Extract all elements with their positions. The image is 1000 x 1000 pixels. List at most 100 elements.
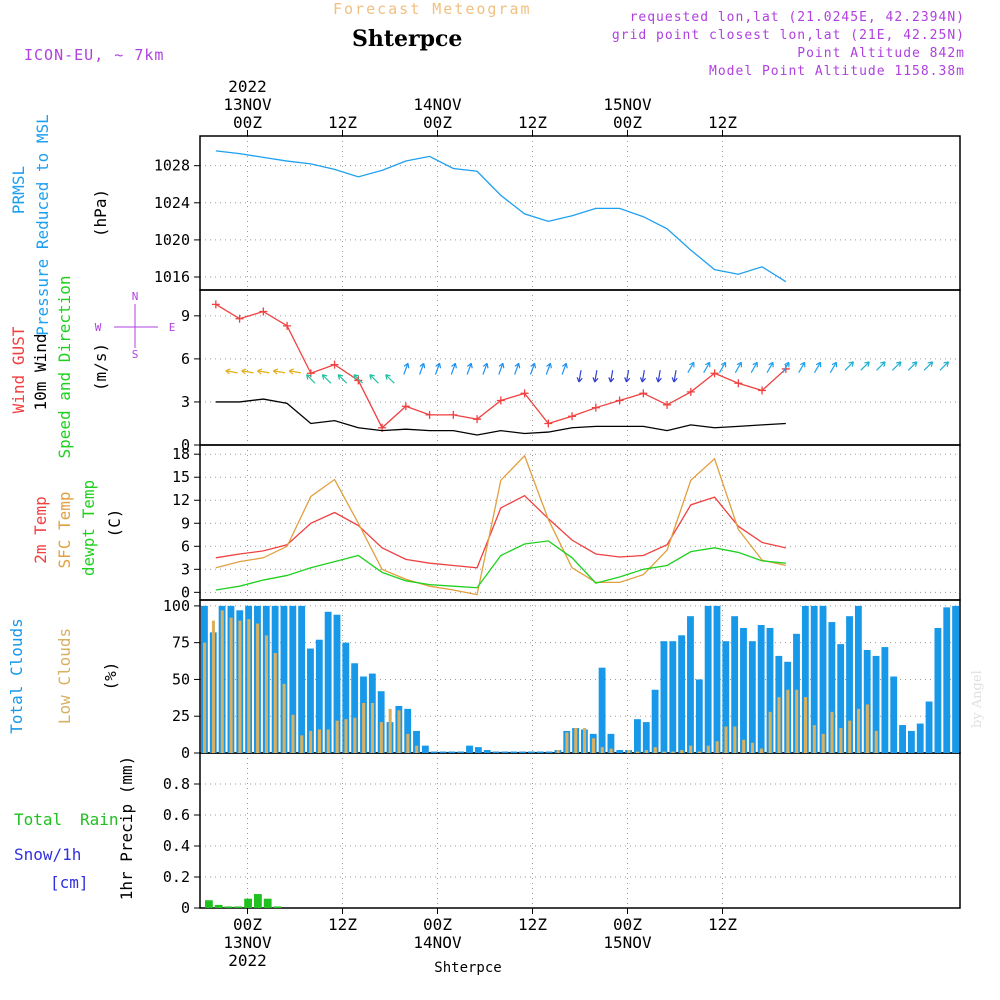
total-cloud-bar xyxy=(651,689,659,753)
x-tick-label-bottom: 12Z xyxy=(328,915,357,934)
rain-bar xyxy=(224,906,233,908)
y-tick-label: 12 xyxy=(172,491,190,509)
total-cloud-bar xyxy=(439,751,447,753)
wind-arrow-head xyxy=(880,361,886,367)
total-cloud-bar xyxy=(943,607,951,753)
total-cloud-bar xyxy=(430,751,438,753)
x-tick-label-bottom: 12Z xyxy=(518,915,547,934)
wind-arrow-head xyxy=(815,361,822,368)
low-cloud-bar xyxy=(795,689,799,753)
total-cloud-bar xyxy=(678,635,686,753)
total-cloud-bar xyxy=(404,708,412,753)
total-cloud-bar xyxy=(324,611,332,753)
label-10m-wind: 10m Wind xyxy=(31,333,50,410)
wind-arrow-head xyxy=(639,377,647,383)
wind-arrow-head xyxy=(800,361,806,368)
gust-line-marker xyxy=(211,300,220,309)
label-c: (C) xyxy=(105,509,124,538)
y-tick-label: 0 xyxy=(181,744,190,762)
label-ms: (m/s) xyxy=(91,343,110,391)
wind-arrow xyxy=(782,362,790,373)
wind-arrow-head xyxy=(403,362,410,369)
x-tick-label-bottom: 00Z xyxy=(613,915,642,934)
total-cloud-bar xyxy=(916,723,924,753)
wind-arrow xyxy=(545,363,551,375)
total-cloud-bar xyxy=(642,722,650,753)
total-cloud-bar xyxy=(748,641,756,753)
total-cloud-bar xyxy=(801,605,809,753)
wind-arrow-head xyxy=(927,361,934,367)
wind-arrow xyxy=(876,361,886,371)
wind-arrow xyxy=(434,363,441,375)
low-cloud-bar xyxy=(724,726,728,753)
y-tick-label: 3 xyxy=(181,560,190,578)
wind-arrow xyxy=(498,363,504,375)
rain-bar xyxy=(234,906,243,908)
wind-arrow-head xyxy=(385,374,391,380)
total-cloud-bar xyxy=(598,667,606,753)
total-cloud-bar xyxy=(890,676,898,753)
gust-line-marker xyxy=(781,364,790,373)
label-pressure-reduced: Pressure Reduced to MSL xyxy=(33,114,52,336)
gust-line-marker xyxy=(401,402,410,411)
wind-arrow xyxy=(321,374,332,384)
temp-2m-line xyxy=(215,494,786,569)
total-cloud-bar xyxy=(934,627,942,753)
y-tick-label: 9 xyxy=(181,514,190,532)
y-tick-label: 3 xyxy=(181,393,190,411)
low-cloud-bar xyxy=(689,745,693,753)
low-cloud-bar xyxy=(370,702,375,753)
wind-arrow-head xyxy=(848,361,854,367)
wind-arrow-head xyxy=(514,362,521,369)
low-cloud-bar xyxy=(203,642,207,753)
label-wind-gust: Wind GUST xyxy=(9,326,28,413)
wind-arrow xyxy=(273,370,286,374)
page-title: Shterpce xyxy=(352,26,463,52)
y-tick-label: 50 xyxy=(172,670,190,688)
wind-arrow xyxy=(385,374,395,384)
low-cloud-bar xyxy=(256,623,260,753)
x-tick-label-top: 12Z xyxy=(518,113,547,132)
wind-arrow-head xyxy=(720,361,727,368)
y-tick-label: 0 xyxy=(181,899,190,917)
x-tick-label-top: 12Z xyxy=(708,113,737,132)
wind-arrow xyxy=(610,370,614,383)
low-cloud-bar xyxy=(300,735,304,753)
day-label-bottom: 14NOV xyxy=(413,933,462,952)
wind-arrow xyxy=(369,374,379,384)
total-cloud-bar xyxy=(280,605,288,753)
total-cloud-bar xyxy=(457,751,465,753)
wind-arrow xyxy=(241,370,254,374)
total-cloud-bar xyxy=(483,750,491,753)
wind-arrow-head xyxy=(655,377,662,383)
compass-s: S xyxy=(132,348,139,361)
low-cloud-bar xyxy=(874,730,878,753)
day-label-bottom: 15NOV xyxy=(603,933,652,952)
total-cloud-bar xyxy=(519,751,526,753)
compass-n: N xyxy=(132,290,139,303)
low-cloud-bar xyxy=(627,750,631,753)
low-cloud-bar xyxy=(273,652,277,753)
wind-line xyxy=(215,398,786,436)
total-cloud-bar xyxy=(501,751,509,753)
wind-arrow-head xyxy=(752,361,758,368)
y-tick-label: 6 xyxy=(181,350,190,368)
total-cloud-bar xyxy=(872,655,880,753)
wind-arrow xyxy=(844,361,854,371)
low-cloud-bar xyxy=(609,748,613,753)
total-cloud-bar xyxy=(289,605,297,753)
total-cloud-bar xyxy=(837,644,845,753)
low-cloud-bar xyxy=(680,750,684,753)
wind-arrow-head xyxy=(831,361,838,368)
low-cloud-bar xyxy=(812,725,816,753)
low-cloud-bar xyxy=(742,739,746,753)
total-cloud-bar xyxy=(669,641,677,753)
x-tick-label-bottom: 00Z xyxy=(423,915,452,934)
label-cm: [cm] xyxy=(50,873,89,892)
low-cloud-bar xyxy=(636,751,640,753)
low-cloud-bar xyxy=(415,745,419,753)
total-cloud-bar xyxy=(846,616,853,753)
rain-bar xyxy=(254,894,262,908)
total-cloud-bar xyxy=(722,641,730,753)
wind-arrow-head xyxy=(435,362,442,369)
